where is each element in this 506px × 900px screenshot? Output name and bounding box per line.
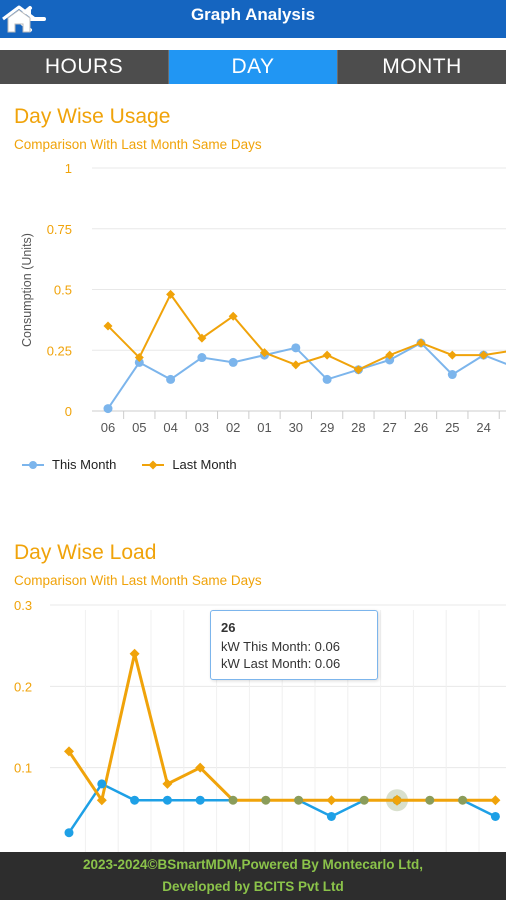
series-line-this-month (107, 341, 506, 410)
y-tick-label: 1 (65, 161, 72, 176)
x-tick-label: 04 (163, 420, 177, 435)
series-line-last-month (107, 292, 506, 371)
footer: 2023-2024©BSmartMDM,Powered By Montecarl… (0, 852, 506, 900)
legend-this-month[interactable]: This Month (22, 457, 116, 472)
x-tick-label: 28 (351, 420, 365, 435)
legend-last-month-label: Last Month (172, 457, 237, 472)
load-chart-title: Day Wise Load (14, 541, 157, 564)
data-point-last-month (322, 350, 332, 360)
data-point-last-month (228, 311, 238, 321)
data-point-last-month (162, 778, 173, 789)
tooltip-day: 26 (221, 620, 236, 635)
data-point-last-month (490, 795, 501, 806)
data-point-last-month (291, 360, 301, 370)
x-tick-label: 06 (101, 420, 115, 435)
y-tick-label: 0.2 (14, 679, 32, 694)
tooltip-last-month: kW Last Month: 0.06 (221, 656, 341, 671)
x-tick-label: 24 (476, 420, 490, 435)
x-tick-label: 03 (195, 420, 209, 435)
data-point-this-month (162, 795, 172, 805)
data-point-last-month (326, 795, 337, 806)
data-point-last-month (385, 350, 395, 360)
data-point-this-month (261, 795, 271, 805)
data-point-last-month (353, 365, 363, 375)
usage-chart-subtitle: Comparison With Last Month Same Days (14, 137, 262, 152)
data-point-last-month (64, 746, 74, 757)
x-tick-label: 29 (320, 420, 334, 435)
y-tick-label: 0.5 (54, 283, 72, 298)
y-tick-label: 0.75 (47, 222, 72, 237)
data-point-this-month (197, 353, 207, 363)
data-point-this-month (490, 811, 500, 821)
usage-chart-title: Day Wise Usage (14, 105, 171, 128)
data-point-this-month (322, 374, 332, 384)
data-point-last-month (479, 350, 489, 360)
x-tick-label: 30 (289, 420, 303, 435)
usage-chart: 0 0.25 0.5 0.75 1 06 05 04 03 02 01 30 29 28 27 26 25 24 C… (20, 161, 506, 435)
y-axis-label: Consumption (Units) (20, 233, 34, 347)
x-tick-label: 05 (132, 420, 146, 435)
data-point-last-month (195, 762, 206, 773)
legend-last-month-icon (142, 460, 165, 469)
data-point-this-month (103, 404, 113, 414)
data-point-this-month (385, 355, 395, 365)
data-point-this-month (294, 795, 304, 805)
highlight-point (391, 794, 403, 806)
x-tick-label: 01 (257, 420, 271, 435)
page-title: Graph Analysis (190, 5, 316, 24)
tab-day[interactable]: DAY (168, 50, 337, 84)
data-point-last-month (416, 338, 426, 348)
data-point-last-month (96, 795, 107, 806)
data-point-this-month (97, 779, 107, 789)
y-tick-label: 0.25 (47, 343, 72, 358)
data-point-this-month (291, 343, 301, 353)
x-tick-label: 02 (226, 420, 240, 435)
y-tick-label: 0.1 (14, 761, 32, 776)
data-point-last-month (134, 353, 144, 363)
data-point-this-month (228, 357, 238, 367)
data-point-this-month (134, 357, 144, 367)
x-tick-label: 27 (382, 420, 396, 435)
data-point-this-month (130, 795, 140, 805)
data-point-last-month (103, 321, 113, 331)
x-tick-label: 26 (414, 420, 428, 435)
x-tick-label: 25 (445, 420, 459, 435)
load-chart-subtitle: Comparison With Last Month Same Days (14, 573, 262, 588)
data-point-last-month (166, 289, 176, 299)
data-point-this-month (195, 795, 205, 805)
data-point-last-month (260, 348, 269, 358)
app-header: Graph Analysis (0, 0, 506, 38)
series-line-last-month (67, 653, 496, 804)
legend-last-month[interactable]: Last Month (142, 457, 237, 472)
tooltip-this-month: kW This Month: 0.06 (221, 639, 340, 654)
footer-copyright: 2023-2024©BSmartMDM,Powered By Montecarl… (82, 857, 424, 872)
data-point-this-month (447, 370, 457, 380)
legend-this-month-label: This Month (52, 457, 117, 472)
data-point-this-month (458, 795, 468, 805)
footer-developer: Developed by BCITS Pvt Ltd (162, 879, 344, 894)
load-chart: 0.1 0.2 0.3 (14, 598, 506, 852)
home-icon[interactable] (0, 4, 38, 34)
data-point-this-month (359, 795, 369, 805)
legend-this-month-icon (22, 460, 44, 469)
data-point-last-month (129, 648, 140, 659)
data-point-last-month (197, 333, 207, 343)
data-point-this-month (166, 374, 176, 384)
chart-tooltip: 26 kW This Month: 0.06 kW Last Month: 0.… (210, 610, 378, 680)
tab-month[interactable]: MONTH (337, 50, 506, 84)
data-point-this-month (425, 795, 435, 805)
data-point-this-month (326, 811, 336, 821)
usage-legend: This Month Last Month (22, 457, 263, 472)
y-tick-label: 0.3 (14, 598, 32, 613)
data-point-this-month (64, 828, 74, 838)
y-tick-label: 0 (65, 404, 72, 419)
tab-hours[interactable]: HOURS (44, 55, 124, 78)
tab-bar: HOURS DAY MONTH (0, 50, 506, 84)
data-point-this-month (228, 795, 238, 805)
data-point-last-month (447, 350, 457, 360)
